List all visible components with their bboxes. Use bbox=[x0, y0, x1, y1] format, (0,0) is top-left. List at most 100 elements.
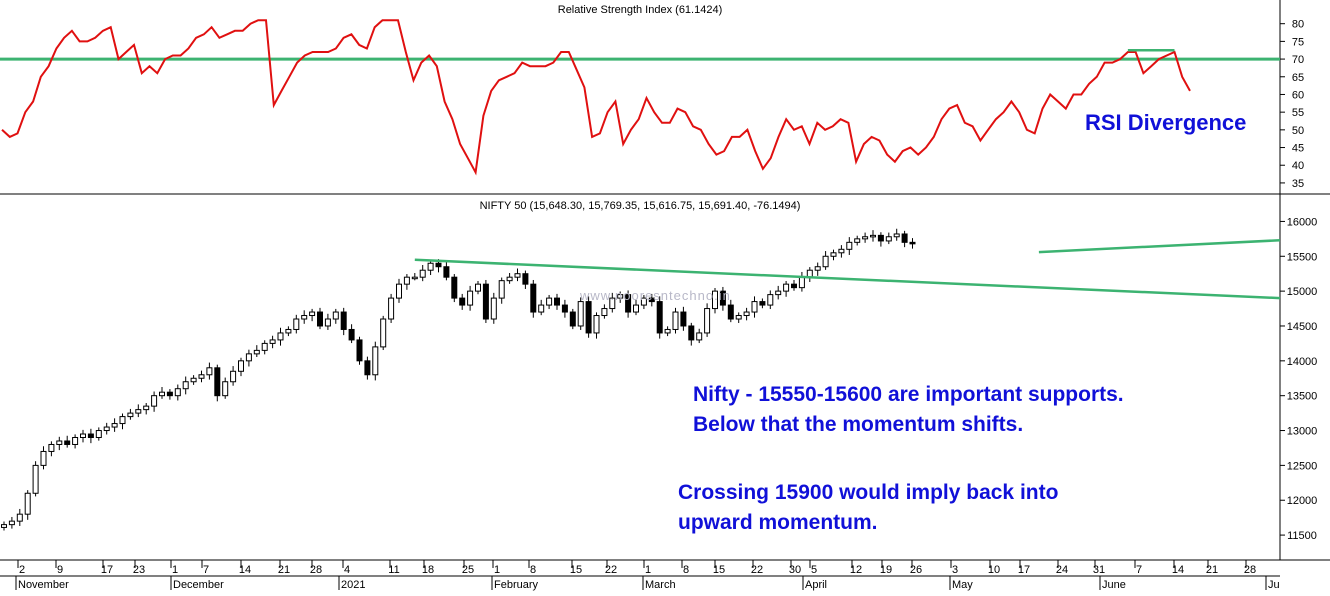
rsi-title: Relative Strength Index (61.1424) bbox=[558, 4, 723, 16]
candle-body bbox=[459, 297, 466, 306]
rsi-y-tick-label: 80 bbox=[1292, 19, 1304, 31]
candle-body bbox=[791, 283, 797, 289]
candle-body bbox=[443, 266, 450, 278]
candle-body bbox=[151, 395, 158, 407]
candle-body bbox=[593, 315, 600, 334]
rsi-y-tick-label: 60 bbox=[1292, 89, 1304, 101]
candle-body bbox=[56, 440, 63, 445]
price-y-tick-label: 13000 bbox=[1287, 426, 1318, 438]
candle-body bbox=[885, 236, 892, 242]
candle-body bbox=[72, 437, 79, 445]
x-day-label: 17 bbox=[101, 564, 113, 576]
candle-body bbox=[269, 339, 276, 344]
candle-body bbox=[87, 433, 94, 439]
candle-body bbox=[838, 248, 845, 254]
candle-body bbox=[854, 238, 861, 243]
candle-body bbox=[340, 311, 347, 330]
candle-body bbox=[64, 440, 71, 445]
candle-body bbox=[301, 315, 308, 320]
candle-body bbox=[80, 433, 86, 439]
candle-body bbox=[103, 426, 110, 432]
x-day-label: 9 bbox=[57, 564, 63, 576]
price-y-tick-label: 14500 bbox=[1287, 321, 1318, 333]
candle-body bbox=[277, 332, 284, 341]
x-day-label: 21 bbox=[1206, 564, 1218, 576]
candle-body bbox=[498, 280, 505, 299]
trendline-2 bbox=[1038, 238, 1281, 254]
x-day-label: 23 bbox=[133, 564, 145, 576]
candle-body bbox=[759, 301, 766, 306]
candle-body bbox=[435, 262, 442, 268]
price-y-tick-label: 12000 bbox=[1287, 495, 1318, 507]
x-day-label: 28 bbox=[310, 564, 322, 576]
x-month-label: February bbox=[494, 579, 539, 591]
candle-body bbox=[364, 360, 371, 376]
candle-body bbox=[909, 241, 916, 245]
candle-body bbox=[617, 294, 624, 299]
price-y-tick-label: 11500 bbox=[1287, 530, 1317, 542]
candle-body bbox=[901, 233, 908, 243]
candle-body bbox=[238, 360, 244, 372]
price-y-tick-label: 12500 bbox=[1287, 460, 1318, 472]
candle-body bbox=[506, 276, 513, 282]
x-day-label: 14 bbox=[239, 564, 251, 576]
candle-body bbox=[712, 290, 718, 310]
candle-body bbox=[822, 255, 829, 268]
candle-body bbox=[735, 315, 742, 320]
candle-body bbox=[862, 236, 869, 240]
candle-body bbox=[625, 294, 632, 313]
candle-body bbox=[356, 339, 363, 362]
candle-body bbox=[751, 301, 758, 313]
support-annotation: Nifty - 15550-15600 are important suppor… bbox=[693, 380, 1124, 440]
candle-body bbox=[475, 283, 481, 292]
candle-body bbox=[411, 276, 418, 280]
rsi-y-tick-label: 65 bbox=[1292, 72, 1304, 84]
x-day-label: 22 bbox=[605, 564, 617, 576]
x-day-label: 14 bbox=[1172, 564, 1184, 576]
price-y-tick-label: 15000 bbox=[1287, 286, 1318, 298]
watermark-text: www.nooresntechno.in bbox=[580, 288, 731, 303]
x-day-label: 12 bbox=[850, 564, 862, 576]
price-y-tick-label: 14000 bbox=[1287, 356, 1318, 368]
x-day-label: 15 bbox=[713, 564, 725, 576]
candle-body bbox=[585, 301, 592, 334]
candle-body bbox=[727, 304, 734, 320]
x-day-label: 5 bbox=[811, 564, 817, 576]
rsi-y-tick-label: 35 bbox=[1292, 178, 1304, 190]
candle-body bbox=[135, 409, 142, 414]
candle-body bbox=[680, 311, 687, 327]
candle-body bbox=[111, 423, 118, 428]
candle-body bbox=[396, 283, 402, 299]
x-month-label: November bbox=[18, 579, 69, 591]
candle-body bbox=[561, 304, 568, 313]
trendline-1 bbox=[414, 258, 1281, 300]
candle-body bbox=[198, 374, 205, 379]
x-day-label: 7 bbox=[1136, 564, 1142, 576]
x-day-label: 1 bbox=[494, 564, 500, 576]
x-day-label: 18 bbox=[422, 564, 434, 576]
candle-body bbox=[467, 290, 474, 306]
candle-body bbox=[119, 416, 126, 425]
candle-body bbox=[285, 328, 292, 334]
candle-body bbox=[846, 241, 853, 250]
candle-body bbox=[293, 318, 300, 330]
candle-body bbox=[696, 332, 703, 341]
candle-body bbox=[877, 234, 884, 242]
x-day-label: 25 bbox=[462, 564, 474, 576]
candle-body bbox=[182, 381, 189, 390]
candle-body bbox=[522, 273, 529, 285]
x-day-label: 8 bbox=[530, 564, 536, 576]
x-day-label: 3 bbox=[952, 564, 958, 576]
candle-body bbox=[743, 311, 750, 317]
candle-body bbox=[166, 391, 173, 397]
candle-body bbox=[688, 325, 695, 341]
candle-body bbox=[569, 311, 576, 327]
price-y-tick-label: 16000 bbox=[1287, 216, 1318, 228]
candle-body bbox=[24, 492, 31, 515]
rsi-y-tick-label: 75 bbox=[1292, 36, 1304, 48]
x-day-label: 8 bbox=[683, 564, 689, 576]
candle-body bbox=[214, 367, 221, 397]
candle-body bbox=[419, 269, 426, 278]
candle-body bbox=[546, 297, 553, 306]
